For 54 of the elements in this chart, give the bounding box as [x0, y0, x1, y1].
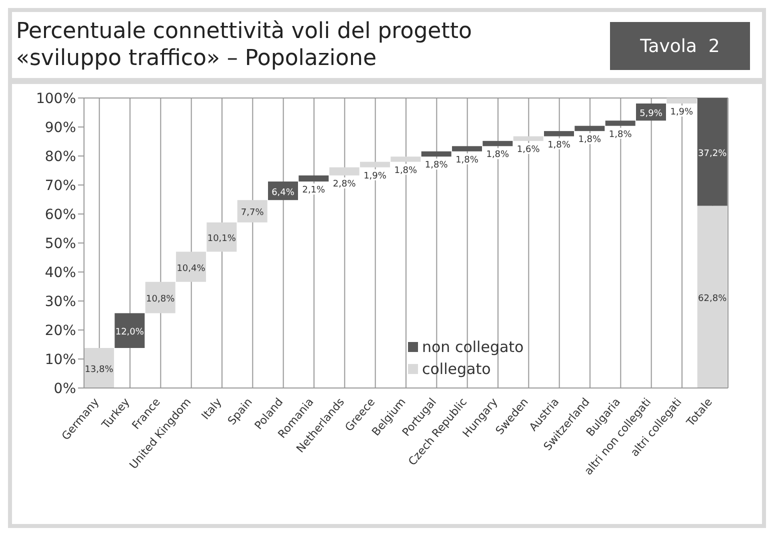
y-tick-label: 50% — [44, 236, 76, 252]
text: Tavola 2 — [610, 22, 750, 70]
data-label: 10,4% — [176, 264, 206, 274]
bar — [298, 175, 329, 182]
chart-title: Percentuale connettività voli del progetto «sviluppo traffico» – Popolazione — [16, 18, 473, 72]
data-label: 1,8% — [424, 160, 448, 171]
bar — [329, 167, 360, 176]
bar — [513, 136, 544, 141]
y-tick-label: 60% — [44, 206, 76, 223]
data-label: 1,8% — [486, 150, 510, 160]
data-label: 5,9% — [640, 109, 663, 120]
data-label: 12,0% — [115, 328, 144, 338]
y-tick-label: 100% — [36, 90, 76, 107]
y-tick-label: 0% — [54, 380, 76, 397]
data-label: 1,8% — [608, 130, 632, 140]
legend-label: collegato — [422, 360, 491, 378]
bar — [482, 140, 513, 146]
bar — [697, 206, 728, 388]
bar — [697, 98, 728, 206]
y-tick-label: 80% — [44, 148, 76, 165]
y-tick-label: 30% — [44, 294, 76, 310]
data-label: 1,8% — [578, 135, 602, 146]
data-label: 1,8% — [456, 155, 479, 166]
data-label: 7,7% — [240, 208, 264, 218]
bar — [605, 120, 636, 126]
data-label: 2,8% — [332, 179, 356, 190]
bar — [452, 146, 482, 152]
data-label: 6,4% — [272, 188, 295, 198]
data-label: 37,2% — [698, 148, 728, 159]
data-label: 1,8% — [394, 166, 418, 176]
y-tick-label: 20% — [44, 322, 76, 339]
bar — [666, 98, 697, 104]
data-label: 10,8% — [146, 294, 176, 305]
y-tick-label: 90% — [44, 120, 76, 136]
bar — [176, 252, 206, 282]
bar — [390, 156, 421, 162]
data-label: 13,8% — [84, 364, 114, 375]
data-label: 2,1% — [302, 186, 326, 196]
y-tick-label: 40% — [44, 264, 76, 281]
bar — [574, 126, 605, 132]
data-label: 1,6% — [516, 144, 540, 155]
data-label: 1,9% — [670, 108, 694, 118]
data-label: 10,1% — [207, 234, 236, 244]
bar — [237, 200, 268, 222]
y-tick-label: 10% — [44, 352, 76, 368]
bar — [114, 313, 145, 348]
data-label: 1,9% — [364, 171, 387, 182]
y-tick-label: 70% — [44, 178, 76, 194]
legend-label: non collegato — [422, 338, 524, 356]
data-label: 62,8% — [698, 294, 728, 304]
data-label: 1,8% — [548, 140, 571, 150]
bar — [360, 162, 390, 168]
bar — [544, 131, 574, 136]
bar — [421, 151, 452, 157]
